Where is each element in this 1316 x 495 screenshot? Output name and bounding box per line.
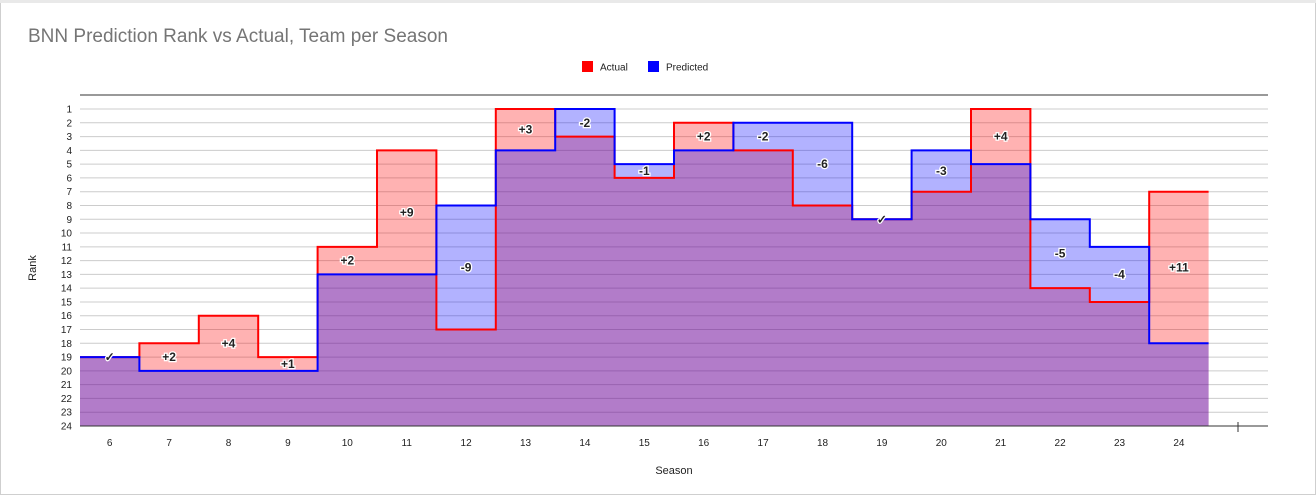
y-tick-label: 3 bbox=[66, 132, 72, 143]
diff-label: -4 bbox=[1114, 267, 1125, 281]
diff-label: -5 bbox=[1055, 247, 1066, 261]
x-tick-label: 11 bbox=[402, 438, 413, 449]
diff-label: -2 bbox=[758, 130, 769, 144]
x-tick-label: 16 bbox=[698, 438, 710, 449]
y-tick-label: 19 bbox=[61, 353, 73, 364]
y-tick-label: 1 bbox=[66, 105, 72, 116]
y-tick-label: 22 bbox=[61, 394, 73, 405]
y-tick-label: 8 bbox=[66, 201, 72, 212]
y-tick-label: 5 bbox=[66, 160, 72, 171]
x-tick-label: 20 bbox=[936, 438, 948, 449]
x-tick-label: 15 bbox=[639, 438, 651, 449]
diff-label: -6 bbox=[817, 157, 828, 171]
x-tick-label: 24 bbox=[1173, 438, 1185, 449]
y-tick-label: 10 bbox=[61, 229, 73, 240]
x-tick-label: 8 bbox=[226, 438, 232, 449]
y-tick-label: 11 bbox=[62, 242, 73, 253]
y-tick-label: 7 bbox=[66, 187, 72, 198]
diff-label: +1 bbox=[281, 357, 295, 371]
diff-label: +2 bbox=[340, 254, 354, 268]
x-tick-label: 14 bbox=[579, 438, 591, 449]
diff-label: +11 bbox=[1169, 261, 1189, 275]
x-tick-label: 9 bbox=[285, 438, 291, 449]
x-tick-label: 13 bbox=[520, 438, 532, 449]
x-axis-title: Season bbox=[655, 465, 692, 477]
y-tick-label: 23 bbox=[61, 408, 73, 419]
line-actual bbox=[80, 108, 1209, 359]
area-predicted bbox=[80, 109, 1209, 426]
x-tick-label: 18 bbox=[817, 438, 829, 449]
diff-label: +4 bbox=[994, 130, 1008, 144]
diff-label: +4 bbox=[222, 336, 236, 350]
diff-label: +2 bbox=[162, 350, 176, 364]
y-tick-label: 2 bbox=[66, 118, 72, 129]
diff-label: +3 bbox=[519, 123, 533, 137]
x-tick-label: 12 bbox=[461, 438, 473, 449]
x-tick-label: 10 bbox=[342, 438, 354, 449]
area-actual bbox=[80, 109, 1209, 426]
x-tick-label: 17 bbox=[758, 438, 770, 449]
y-tick-label: 14 bbox=[61, 284, 73, 295]
x-tick-label: 22 bbox=[1055, 438, 1067, 449]
y-tick-label: 20 bbox=[61, 366, 73, 377]
y-tick-label: 13 bbox=[61, 270, 73, 281]
legend-swatch-actual bbox=[582, 61, 593, 72]
y-tick-label: 12 bbox=[61, 256, 73, 267]
diff-label: +9 bbox=[400, 205, 414, 219]
top-border bbox=[0, 0, 1316, 3]
y-axis-title: Rank bbox=[27, 255, 39, 281]
x-tick-label: 6 bbox=[107, 438, 113, 449]
diff-label: -3 bbox=[936, 164, 947, 178]
y-tick-label: 6 bbox=[66, 173, 72, 184]
x-tick-label: 7 bbox=[166, 438, 172, 449]
diff-label: -2 bbox=[580, 116, 591, 130]
y-tick-label: 18 bbox=[61, 339, 73, 350]
legend-label-predicted: Predicted bbox=[666, 63, 708, 74]
diff-label: ✓ bbox=[105, 350, 115, 364]
y-tick-label: 16 bbox=[61, 311, 73, 322]
diff-label: -9 bbox=[461, 261, 472, 275]
y-tick-label: 21 bbox=[61, 380, 73, 391]
diff-label: ✓ bbox=[877, 212, 887, 226]
chart-title: BNN Prediction Rank vs Actual, Team per … bbox=[28, 26, 448, 47]
y-tick-label: 4 bbox=[66, 146, 72, 157]
x-tick-label: 23 bbox=[1114, 438, 1126, 449]
diff-label: -1 bbox=[639, 164, 650, 178]
y-tick-label: 15 bbox=[61, 297, 73, 308]
legend-swatch-predicted bbox=[648, 61, 659, 72]
y-tick-label: 24 bbox=[61, 422, 73, 433]
legend-label-actual: Actual bbox=[600, 63, 628, 74]
y-tick-label: 17 bbox=[61, 325, 73, 336]
line-predicted bbox=[80, 108, 1209, 372]
x-tick-label: 19 bbox=[876, 438, 888, 449]
diff-label: +2 bbox=[697, 130, 711, 144]
x-tick-label: 21 bbox=[995, 438, 1007, 449]
y-tick-label: 9 bbox=[66, 215, 72, 226]
